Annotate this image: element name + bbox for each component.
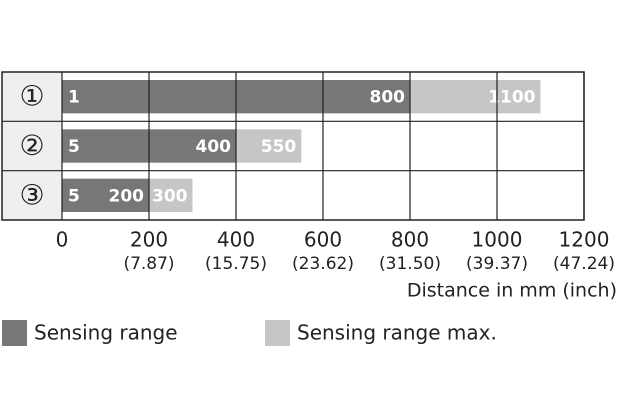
x-tick-inch-label: (47.24)	[553, 254, 615, 274]
max-label: 1100	[488, 88, 535, 108]
x-tick-label: 1000	[472, 228, 523, 252]
start-label: 1	[68, 88, 80, 108]
category-label: ②	[19, 129, 44, 162]
category-column	[2, 72, 62, 220]
x-tick-label: 200	[130, 228, 168, 252]
chart-frame	[1, 71, 585, 221]
legend-swatch	[2, 320, 27, 346]
x-tick-label: 1200	[559, 228, 610, 252]
max-range-bar	[410, 80, 541, 114]
x-tick-inch-label: (39.37)	[466, 254, 528, 274]
x-tick-label: 800	[391, 228, 429, 252]
start-label: 5	[68, 137, 80, 157]
end-label: 800	[370, 88, 406, 108]
range-bar	[62, 178, 149, 212]
end-label: 200	[109, 186, 145, 206]
end-label: 400	[196, 137, 232, 157]
x-tick-inch-label: (31.50)	[379, 254, 441, 274]
x-tick-inch-label: (23.62)	[292, 254, 354, 274]
legend-label: Sensing range max.	[297, 321, 497, 345]
max-label: 300	[152, 186, 188, 206]
legend-swatch	[265, 320, 290, 346]
x-axis-label: Distance in mm (inch)	[407, 280, 617, 302]
legend-label: Sensing range	[34, 321, 178, 345]
category-label: ③	[19, 178, 44, 211]
x-tick-inch-label: (15.75)	[205, 254, 267, 274]
category-label: ①	[19, 80, 44, 113]
x-tick-label: 400	[217, 228, 255, 252]
x-tick-label: 600	[304, 228, 342, 252]
x-tick-inch-label: (7.87)	[123, 254, 174, 274]
max-label: 550	[261, 137, 297, 157]
max-range-bar	[149, 178, 193, 212]
max-range-bar	[236, 129, 302, 163]
start-label: 5	[68, 186, 80, 206]
x-tick-label: 0	[56, 228, 69, 252]
